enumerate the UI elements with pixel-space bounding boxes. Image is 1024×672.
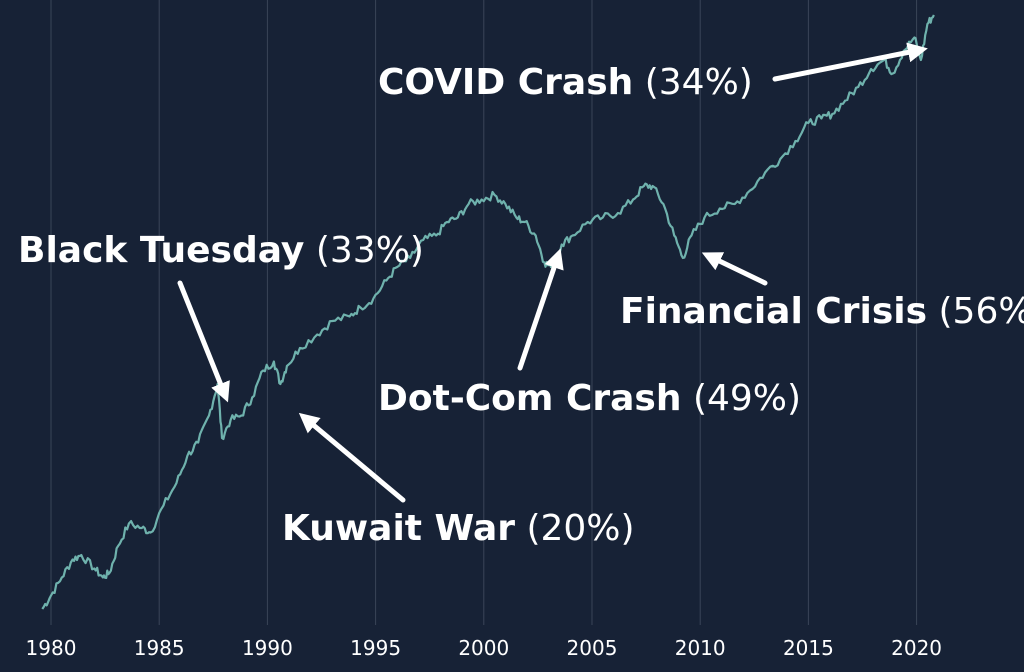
x-tick-label: 1990: [242, 636, 293, 660]
annotation-financial-crisis: Financial Crisis (56%): [620, 291, 1024, 332]
annotation-drawdown-pct: (33%): [304, 230, 424, 271]
annotation-arrow: [701, 252, 768, 286]
annotation-arrow: [298, 412, 406, 503]
annotation-event-name: Kuwait War: [282, 508, 515, 549]
x-tick-label: 2020: [891, 636, 942, 660]
annotation-drawdown-pct: (49%): [682, 378, 802, 419]
x-axis-tick-labels: 1980 1985 1990 1995 2000 2005 2010 2015 2020: [26, 636, 942, 660]
annotation-drawdown-pct: (56%): [927, 291, 1024, 332]
annotation-dot-com-crash: Dot-Com Crash (49%): [378, 378, 801, 419]
x-tick-label: 2000: [458, 636, 509, 660]
annotation-event-name: Dot-Com Crash: [378, 378, 682, 419]
annotation-event-name: Black Tuesday: [18, 230, 304, 271]
annotation-arrow: [772, 42, 928, 82]
annotation-arrow: [517, 248, 564, 371]
x-tick-label: 1980: [26, 636, 77, 660]
x-tick-label: 2005: [567, 636, 618, 660]
x-tick-label: 1995: [350, 636, 401, 660]
x-tick-label: 2010: [675, 636, 726, 660]
annotation-drawdown-pct: (34%): [633, 62, 753, 103]
annotation-arrow: [177, 280, 230, 403]
vertical-gridlines: [50, 0, 918, 625]
annotation-drawdown-pct: (20%): [515, 508, 635, 549]
annotation-labels: Black Tuesday (33%) Kuwait War (20%) Dot-C…: [18, 62, 1024, 549]
annotation-kuwait-war: Kuwait War (20%): [282, 508, 635, 549]
annotation-covid-crash: COVID Crash (34%): [378, 62, 753, 103]
annotation-event-name: COVID Crash: [378, 62, 633, 103]
x-tick-label: 1985: [134, 636, 185, 660]
annotation-event-name: Financial Crisis: [620, 291, 927, 332]
annotation-arrows: [177, 42, 928, 503]
x-tick-label: 2015: [783, 636, 834, 660]
annotation-black-tuesday: Black Tuesday (33%): [18, 230, 424, 271]
price-index-line: [41, 14, 935, 610]
